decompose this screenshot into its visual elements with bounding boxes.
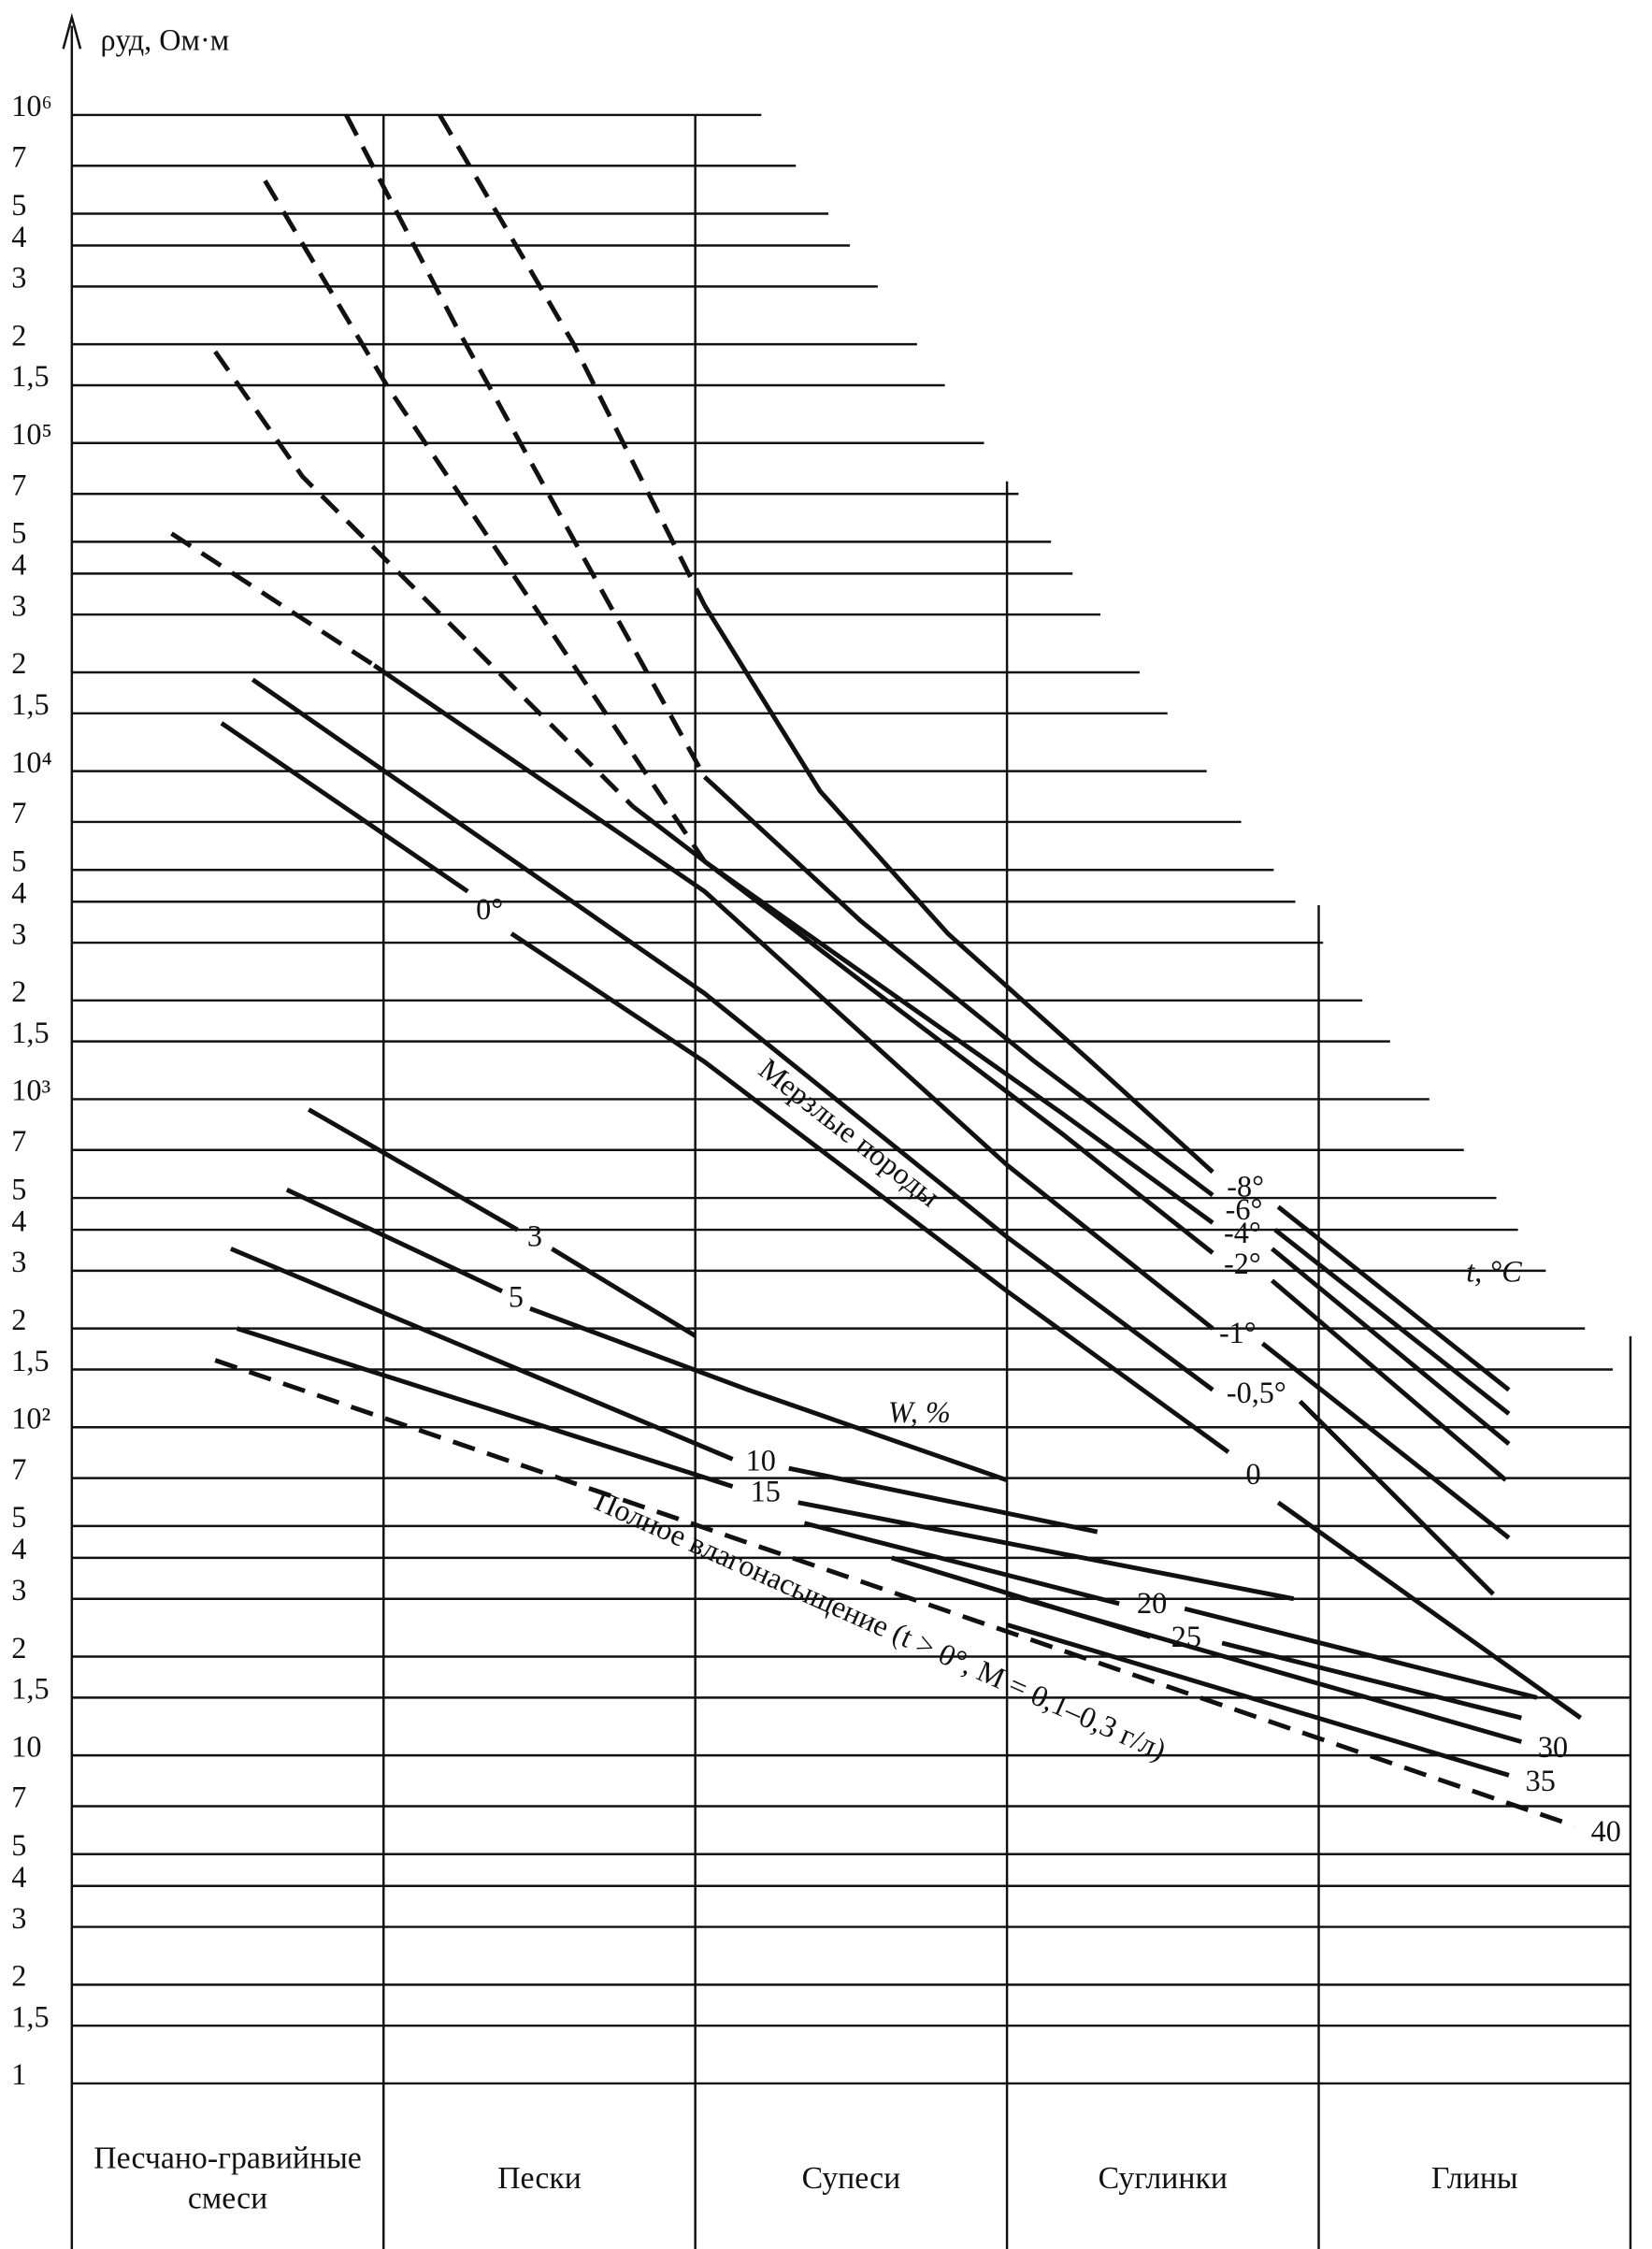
series-line [236,1326,1295,1602]
category-cell: Глины [1430,2159,1518,2196]
y-tick-label: 4 [11,1204,26,1237]
y-tick-label: 1,5 [11,359,49,393]
y-tick-label: 7 [11,140,26,174]
y-tick-label: 5 [11,188,26,222]
series-line [214,1358,1575,1828]
y-tick-label: 10² [11,1402,50,1435]
category-cell: Суглинки [1098,2159,1228,2196]
y-tick-label: 1,5 [11,687,49,721]
series-label: -0,5° [1227,1376,1286,1409]
y-tick-label: 4 [11,1532,26,1565]
y-tick-label: 2 [11,974,26,1008]
y-tick-label: 3 [11,916,26,950]
y-tick-label: 10³ [11,1074,50,1107]
category-cell: Пески [497,2159,582,2196]
y-tick-label: 5 [11,843,26,877]
category-cell: Супеси [801,2159,901,2196]
series-label: -2° [1224,1247,1261,1280]
series-line [372,663,1511,1540]
category-cell: Песчано-гравийные смеси [93,2139,362,2216]
series-line [251,677,1495,1596]
y-tick-label: 7 [11,1452,26,1486]
series-label: 0 [1245,1457,1260,1491]
y-tick-label: 10⁵ [11,417,52,451]
y-tick-label: 1,5 [11,1999,49,2033]
series-line [438,113,707,607]
y-tick-label: 2 [11,1631,26,1665]
y-tick-label: 1 [11,2057,26,2091]
y-tick-label: 7 [11,1780,26,1814]
y-tick-label: 5 [11,516,26,550]
y-tick-label: 4 [11,548,26,582]
x-tick-label: Супеси [801,2159,901,2196]
series-line [703,859,1511,1446]
annotation: W, % [888,1395,951,1429]
series-label: -6° [1226,1192,1263,1226]
series-label: 5 [509,1279,524,1313]
y-tick-label: 1,5 [11,1016,49,1049]
y-tick-label: 10 [11,1729,41,1763]
series-line [213,350,635,809]
y-tick-label: 3 [11,1901,26,1935]
y-tick-label: 5 [11,1500,26,1534]
y-tick-label: 10⁶ [11,89,52,123]
series-line [702,604,1511,1392]
series-line [1006,1592,1523,1744]
y-tick-label: 5 [11,1828,26,1862]
y-tick-label: 7 [11,1124,26,1158]
series-line [229,1247,1099,1535]
y-axis-label: ρуд, Ом·м [101,23,230,57]
y-tick-label: 2 [11,1959,26,1993]
y-tick-label: 2 [11,318,26,352]
series-line [803,1521,1538,1700]
x-tick-label: Глины [1430,2159,1518,2196]
series-label: 40 [1591,1814,1621,1848]
series-line [285,1188,1008,1483]
series-line [263,180,707,863]
series-line [170,531,376,668]
annotation: Мерзлые породы [753,1052,946,1214]
series-label: -4° [1224,1216,1261,1249]
series-label: 3 [527,1219,542,1253]
series-line [631,804,1508,1482]
y-tick-label: 4 [11,1860,26,1894]
y-tick-label: 7 [11,468,26,501]
series-label: 10 [746,1444,776,1478]
y-tick-label: 2 [11,1303,26,1336]
y-tick-label: 4 [11,220,26,253]
x-tick-label: Суглинки [1098,2159,1228,2196]
series-label: 35 [1526,1764,1556,1797]
y-tick-label: 7 [11,796,26,829]
y-tick-label: 2 [11,646,26,680]
y-tick-label: 5 [11,1172,26,1205]
series-line [1006,1622,1510,1778]
series-line [702,774,1511,1416]
y-tick-label: 3 [11,261,26,295]
series-line [220,721,1583,1721]
x-tick-label: Пески [497,2159,582,2196]
series-label: 30 [1538,1730,1568,1764]
series-label: -1° [1219,1316,1257,1349]
y-tick-label: 1,5 [11,1344,49,1377]
series-label: -8° [1227,1169,1264,1203]
y-tick-label: 10⁴ [11,745,52,779]
series-label: 20 [1137,1586,1167,1620]
plot: 11,523457101,52345710²1,52345710³1,52345… [11,12,1632,2249]
y-tick-label: 3 [11,588,26,622]
series-line [307,1107,697,1338]
y-tick-label: 3 [11,1573,26,1607]
series-line [344,113,707,778]
annotation: t, °C [1466,1254,1522,1288]
series-label: 15 [751,1475,781,1508]
y-tick-label: 1,5 [11,1672,49,1706]
series-label: 0° [476,892,503,926]
y-tick-label: 4 [11,875,26,909]
y-tick-label: 3 [11,1245,26,1278]
axis-arrow [62,12,82,50]
x-tick-label: Песчано-гравийные смеси [93,2139,362,2216]
